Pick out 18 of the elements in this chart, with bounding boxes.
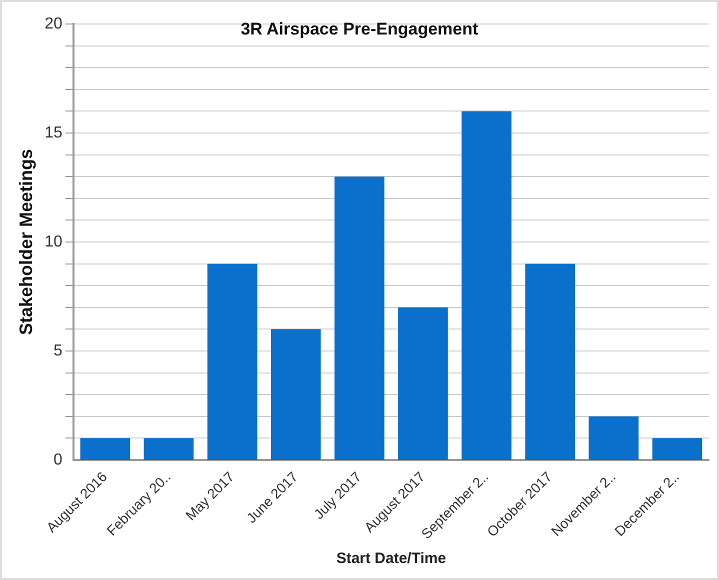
y-tick-label: 15	[44, 124, 62, 142]
bar	[270, 329, 321, 460]
x-axis-title: Start Date/Time	[336, 550, 446, 568]
y-tick-label: 5	[53, 342, 62, 360]
y-tick-label: 10	[44, 233, 62, 250]
bar	[588, 416, 639, 460]
bar	[207, 264, 258, 460]
bar	[334, 176, 384, 460]
y-tick-label: 20	[44, 15, 62, 32]
bar	[525, 264, 576, 460]
chart-title: 3R Airspace Pre-Engagement	[240, 20, 478, 39]
y-tick-label: 0	[53, 451, 62, 468]
bar	[398, 307, 448, 460]
bar	[80, 438, 130, 460]
bar	[652, 438, 702, 460]
bar	[144, 438, 194, 460]
y-axis-title: Stakeholder Meetings	[16, 148, 36, 335]
bar	[462, 111, 512, 460]
